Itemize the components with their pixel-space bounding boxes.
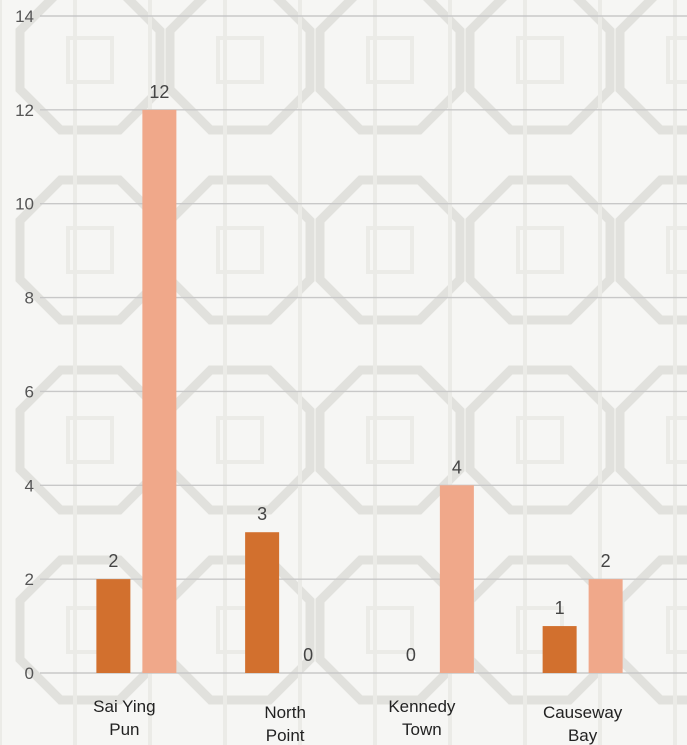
lattice-octagon bbox=[615, 175, 687, 325]
bar bbox=[245, 532, 280, 673]
bars bbox=[96, 109, 623, 674]
lattice-octagon bbox=[615, 365, 687, 515]
data-label: 2 bbox=[108, 551, 118, 571]
x-category-label: Pun bbox=[109, 720, 139, 739]
data-label: 0 bbox=[406, 645, 416, 665]
x-category-label: Sai Ying bbox=[93, 697, 155, 716]
lattice-octagon bbox=[315, 555, 465, 705]
data-label: 12 bbox=[149, 82, 169, 102]
lattice-octagon bbox=[615, 0, 687, 135]
lattice-square bbox=[366, 606, 414, 654]
y-tick-label: 4 bbox=[25, 476, 34, 495]
y-tick-label: 2 bbox=[25, 570, 34, 589]
data-label: 2 bbox=[601, 551, 611, 571]
lattice-square bbox=[516, 226, 564, 274]
x-category-label: Causeway bbox=[543, 703, 623, 722]
bar bbox=[542, 626, 577, 673]
lattice-octagon bbox=[315, 0, 465, 135]
lattice-octagon bbox=[315, 175, 465, 325]
y-axis: 0 2 4 6 8 10 12 14 bbox=[15, 7, 34, 683]
y-tick-label: 12 bbox=[15, 101, 34, 120]
lattice-square bbox=[666, 416, 687, 464]
lattice-square bbox=[216, 226, 264, 274]
lattice-square bbox=[366, 36, 414, 84]
lattice-square bbox=[66, 416, 114, 464]
bar bbox=[142, 109, 177, 674]
lattice-octagon bbox=[15, 175, 165, 325]
data-label: 4 bbox=[452, 457, 462, 477]
lattice-square bbox=[666, 36, 687, 84]
lattice-square bbox=[366, 226, 414, 274]
lattice-square bbox=[666, 226, 687, 274]
lattice-square bbox=[216, 36, 264, 84]
data-label: 1 bbox=[555, 598, 565, 618]
bar bbox=[588, 579, 623, 673]
x-category-label: Bay bbox=[568, 726, 598, 745]
lattice-octagon bbox=[315, 365, 465, 515]
lattice-octagon bbox=[165, 0, 315, 135]
data-label: 0 bbox=[303, 645, 313, 665]
lattice-square bbox=[516, 36, 564, 84]
data-label: 3 bbox=[257, 504, 267, 524]
y-tick-label: 6 bbox=[25, 382, 34, 401]
lattice-octagon bbox=[15, 365, 165, 515]
lattice-square bbox=[666, 606, 687, 654]
lattice-square bbox=[516, 416, 564, 464]
lattice-octagon bbox=[15, 0, 165, 135]
y-tick-label: 14 bbox=[15, 7, 34, 26]
x-category-label: North bbox=[264, 703, 306, 722]
x-category-label: Kennedy bbox=[388, 697, 456, 716]
bar bbox=[439, 485, 474, 673]
lattice-square bbox=[66, 226, 114, 274]
lattice-square bbox=[216, 416, 264, 464]
lattice-octagon bbox=[465, 175, 615, 325]
y-tick-label: 10 bbox=[15, 195, 34, 214]
lattice-octagon bbox=[165, 175, 315, 325]
y-tick-label: 8 bbox=[25, 289, 34, 308]
x-category-label: Point bbox=[266, 726, 305, 745]
x-axis: Sai Ying Pun North Point Kennedy Town Causeway… bbox=[93, 697, 623, 745]
y-tick-label: 0 bbox=[25, 664, 34, 683]
lattice-octagon bbox=[465, 0, 615, 135]
lattice-octagon bbox=[165, 555, 315, 705]
lattice-square bbox=[66, 36, 114, 84]
bar bbox=[96, 579, 131, 673]
lattice-square bbox=[366, 416, 414, 464]
x-category-label: Town bbox=[402, 720, 442, 739]
lattice-octagon bbox=[15, 555, 165, 705]
lattice-octagon bbox=[465, 365, 615, 515]
